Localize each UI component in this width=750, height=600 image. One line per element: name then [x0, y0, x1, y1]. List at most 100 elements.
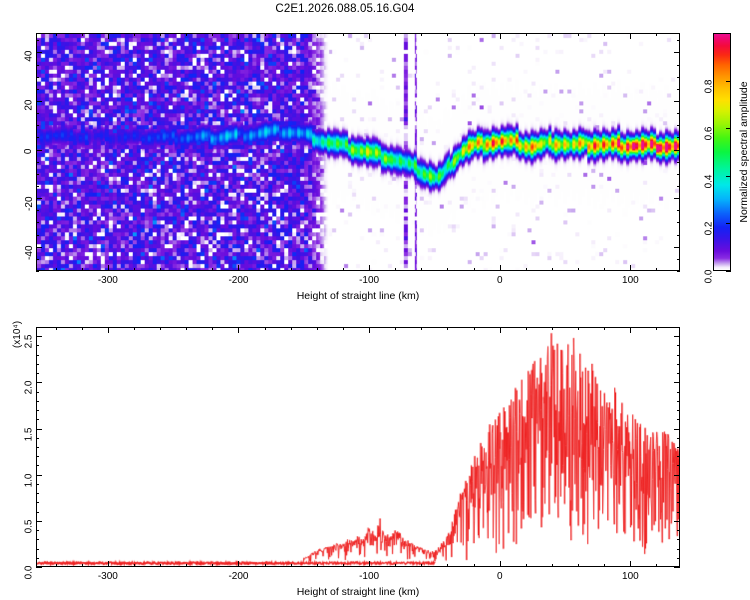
spectrogram-xtick-minor-top — [133, 33, 135, 36]
snr-xtick-minor-top — [316, 327, 318, 330]
snr-plot-area — [37, 328, 679, 566]
spectrogram-ytick-minor-r — [677, 161, 680, 163]
snr-ytick-major-r — [674, 567, 680, 568]
spectrogram-ytick-major — [36, 52, 42, 54]
colorbar-tick — [726, 271, 731, 272]
spectrogram-xtick-minor-top — [473, 33, 475, 36]
snr-ytick-minor-r — [677, 557, 680, 559]
spectrogram-ytick-minor — [36, 88, 39, 90]
spectrogram-xtick-minor — [290, 268, 292, 271]
snr-xtick-minor — [578, 564, 580, 567]
spectrogram-xtick-minor — [81, 268, 83, 271]
snr-ytick-minor — [36, 530, 39, 532]
snr-ytick-minor — [36, 410, 39, 412]
spectrogram-panel — [36, 33, 680, 271]
spectrogram-xtick-minor — [186, 268, 188, 271]
snr-xtick-minor — [212, 564, 214, 567]
snr-ytick-minor-r — [677, 493, 680, 495]
spectrogram-yticklabel: 0 — [23, 148, 35, 154]
spectrogram-xtick-minor — [447, 268, 449, 271]
spectrogram-ytick-minor-r — [677, 40, 680, 42]
spectrogram-ytick-major-r — [674, 52, 680, 54]
spectrogram-x-axis-label: Height of straight line (km) — [296, 290, 420, 302]
snr-ytick-minor-r — [677, 437, 680, 439]
spectrogram-ytick-minor — [36, 76, 39, 78]
spectrogram-xtick-minor-top — [290, 33, 292, 36]
spectrogram-xtick-minor-top — [264, 33, 266, 36]
spectrogram-xtick-minor-top — [578, 33, 580, 36]
snr-xtick-minor — [133, 564, 135, 567]
snr-xtick-minor-top — [395, 327, 397, 330]
spectrogram-ytick-major — [36, 198, 42, 200]
snr-ytick-major-r — [674, 428, 680, 430]
colorbar-tick — [726, 80, 731, 82]
spectrogram-xtick-minor — [525, 268, 527, 271]
snr-xtick-minor-top — [160, 327, 162, 330]
spectrogram-xtick-minor — [578, 268, 580, 271]
snr-yticklabel: 1.0 — [23, 473, 35, 488]
spectrogram-ytick-minor-r — [677, 88, 680, 90]
snr-xtick-minor — [316, 564, 318, 567]
spectrogram-xtick-major-top — [630, 33, 632, 39]
spectrogram-xtick-minor — [264, 268, 266, 271]
snr-xtick-minor — [421, 564, 423, 567]
snr-ytick-minor-r — [677, 483, 680, 485]
spectrogram-xtick-major — [630, 265, 632, 271]
spectrogram-yticklabel: 40 — [23, 50, 35, 63]
snr-xtick-minor — [656, 564, 658, 567]
snr-xtick-minor-top — [604, 327, 606, 330]
snr-ytick-minor-r — [677, 363, 680, 365]
snr-xtick-major — [107, 561, 109, 567]
snr-xtick-minor — [290, 564, 292, 567]
spectrogram-ytick-minor — [36, 40, 39, 42]
snr-xtick-minor-top — [447, 327, 449, 330]
colorbar-ticklabel: 0.4 — [703, 174, 715, 189]
colorbar-tick — [726, 175, 731, 177]
snr-xtick-minor — [55, 564, 57, 567]
snr-yticklabel: 0.0 — [23, 565, 35, 580]
snr-yticklabel: 1.5 — [23, 427, 35, 441]
spectrogram-xtick-minor-top — [421, 33, 423, 36]
snr-ytick-minor-r — [677, 502, 680, 504]
snr-x-axis-label: Height of straight line (km) — [296, 586, 420, 598]
spectrogram-xtick-major — [499, 265, 501, 271]
snr-xtick-minor-top — [55, 327, 57, 330]
colorbar-gradient — [713, 33, 731, 271]
spectrogram-ytick-minor-r — [677, 113, 680, 115]
spectrogram-xtick-major — [107, 265, 109, 271]
spectrogram-xtick-minor — [604, 268, 606, 271]
spectrogram-xtick-minor-top — [551, 33, 553, 36]
snr-xtick-major — [630, 561, 632, 567]
snr-xtick-minor-top — [656, 327, 658, 330]
snr-xtick-minor — [473, 564, 475, 567]
spectrogram-xtick-minor — [473, 268, 475, 271]
snr-xticklabel: -100 — [359, 571, 380, 582]
snr-xtick-major-top — [369, 327, 371, 333]
spectrogram-ytick-minor — [36, 173, 39, 175]
snr-xtick-minor-top — [264, 327, 266, 330]
spectrogram-yticklabel: -20 — [23, 196, 35, 212]
spectrogram-xtick-minor-top — [186, 33, 188, 36]
spectrogram-ytick-major-r — [674, 198, 680, 200]
snr-ytick-minor-r — [677, 400, 680, 402]
snr-ytick-major — [36, 474, 42, 476]
spectrogram-ytick-minor-r — [677, 125, 680, 127]
spectrogram-ytick-major-r — [674, 101, 680, 102]
spectrogram-xtick-minor — [551, 268, 553, 271]
colorbar — [713, 33, 731, 271]
colorbar-ticklabel: 0.8 — [703, 79, 715, 93]
spectrogram-ytick-minor — [36, 137, 39, 139]
snr-xtick-minor-top — [212, 327, 214, 330]
colorbar-title: Normalized spectral amplitude — [738, 33, 750, 271]
spectrogram-xtick-minor-top — [212, 33, 214, 36]
snr-ytick-minor-r — [677, 373, 680, 375]
snr-xtick-minor-top — [133, 327, 135, 330]
spectrogram-xtick-minor — [421, 268, 423, 271]
spectrogram-plot-area — [37, 34, 679, 270]
snr-xtick-minor — [186, 564, 188, 567]
snr-ytick-minor — [36, 465, 39, 467]
snr-xtick-minor — [81, 564, 83, 567]
snr-ytick-minor — [36, 363, 39, 365]
colorbar-ticklabel: 0.6 — [703, 126, 715, 141]
